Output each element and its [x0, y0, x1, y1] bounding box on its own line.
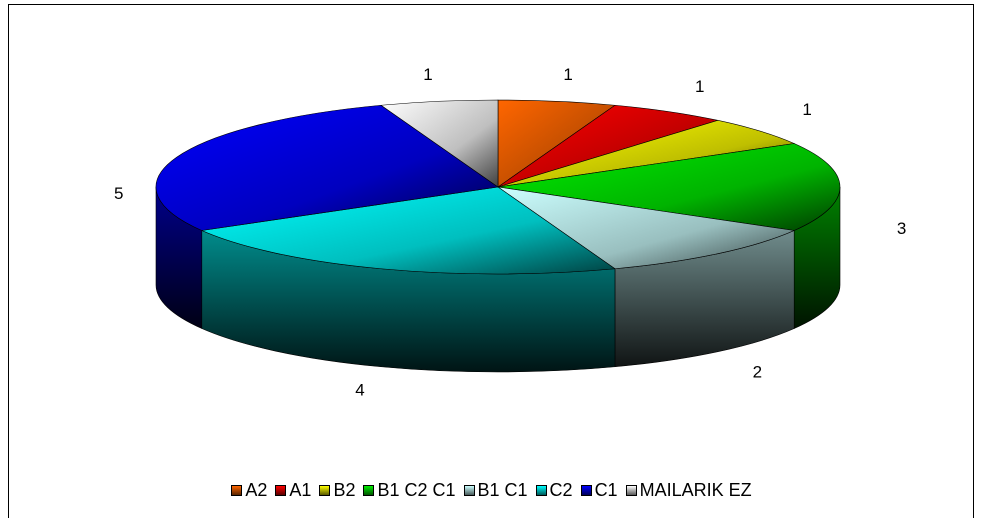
legend-swatch [231, 485, 243, 496]
legend-swatch [625, 485, 637, 496]
legend-item-b1-c2-c1: B1 C2 C1 [363, 480, 456, 501]
chart-frame [8, 4, 974, 518]
data-label-b2: 1 [802, 100, 811, 119]
legend: A2 A1 B2 B1 C2 C1 B1 C1 C2 C1 MAILARIK EZ [0, 480, 983, 501]
data-label-c2: 4 [355, 380, 364, 399]
legend-label: A2 [245, 480, 268, 500]
legend-label: A1 [289, 480, 312, 500]
legend-item-mailarik-ez: MAILARIK EZ [625, 480, 752, 501]
legend-swatch [535, 485, 547, 496]
data-label-c1: 5 [114, 184, 123, 203]
legend-swatch [363, 485, 375, 496]
pie-slice-c1 [155, 104, 499, 231]
pie-chart: 1 1 1 3 2 4 5 1 [114, 65, 906, 400]
pie-slice-b1-c2-c1 [497, 143, 841, 231]
legend-swatch [463, 485, 475, 496]
data-label-a2: 1 [563, 65, 572, 84]
legend-label: C1 [594, 480, 618, 500]
data-label-b1-c1: 2 [753, 363, 762, 382]
legend-label: C2 [549, 480, 573, 500]
pie-slice-mailarik-ez [380, 99, 499, 188]
data-label-mailarik-ez: 1 [423, 65, 432, 84]
legend-swatch [275, 485, 287, 496]
legend-label: MAILARIK EZ [639, 480, 752, 500]
pie-slice-b1-c1 [497, 186, 796, 270]
legend-label: B2 [333, 480, 356, 500]
data-label-a1: 1 [695, 77, 704, 96]
legend-item-b1-c1: B1 C1 [463, 480, 528, 501]
legend-item-b2: B2 [319, 480, 355, 501]
legend-swatch [580, 485, 592, 496]
legend-item-a1: A1 [275, 480, 311, 501]
legend-label: B1 C1 [477, 480, 528, 500]
legend-item-c2: C2 [535, 480, 573, 501]
legend-swatch [319, 485, 331, 496]
legend-label: B1 C2 C1 [377, 480, 456, 500]
data-label-b1-c2-c1: 3 [897, 219, 906, 238]
legend-item-c1: C1 [580, 480, 618, 501]
pie-slice-c2 [200, 186, 616, 275]
legend-item-a2: A2 [231, 480, 267, 501]
